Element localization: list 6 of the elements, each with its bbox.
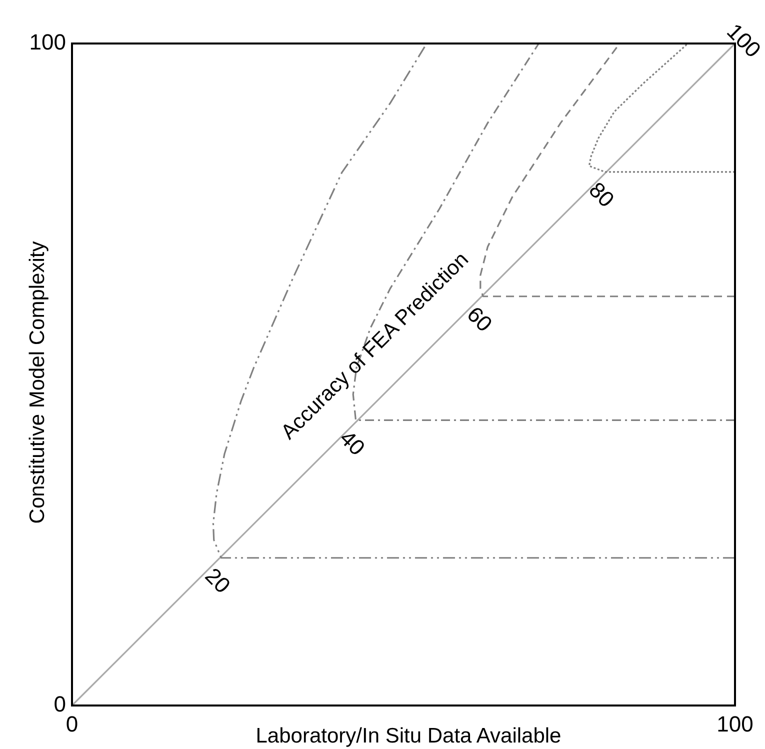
- annotation: 80: [584, 177, 620, 212]
- annotation: 20: [200, 563, 236, 598]
- annotation: 60: [462, 302, 498, 337]
- x-axis-title: Laboratory/In Situ Data Available: [256, 724, 562, 748]
- annotation: 100: [722, 18, 765, 62]
- y-axis-title: Constitutive Model Complexity: [26, 240, 49, 524]
